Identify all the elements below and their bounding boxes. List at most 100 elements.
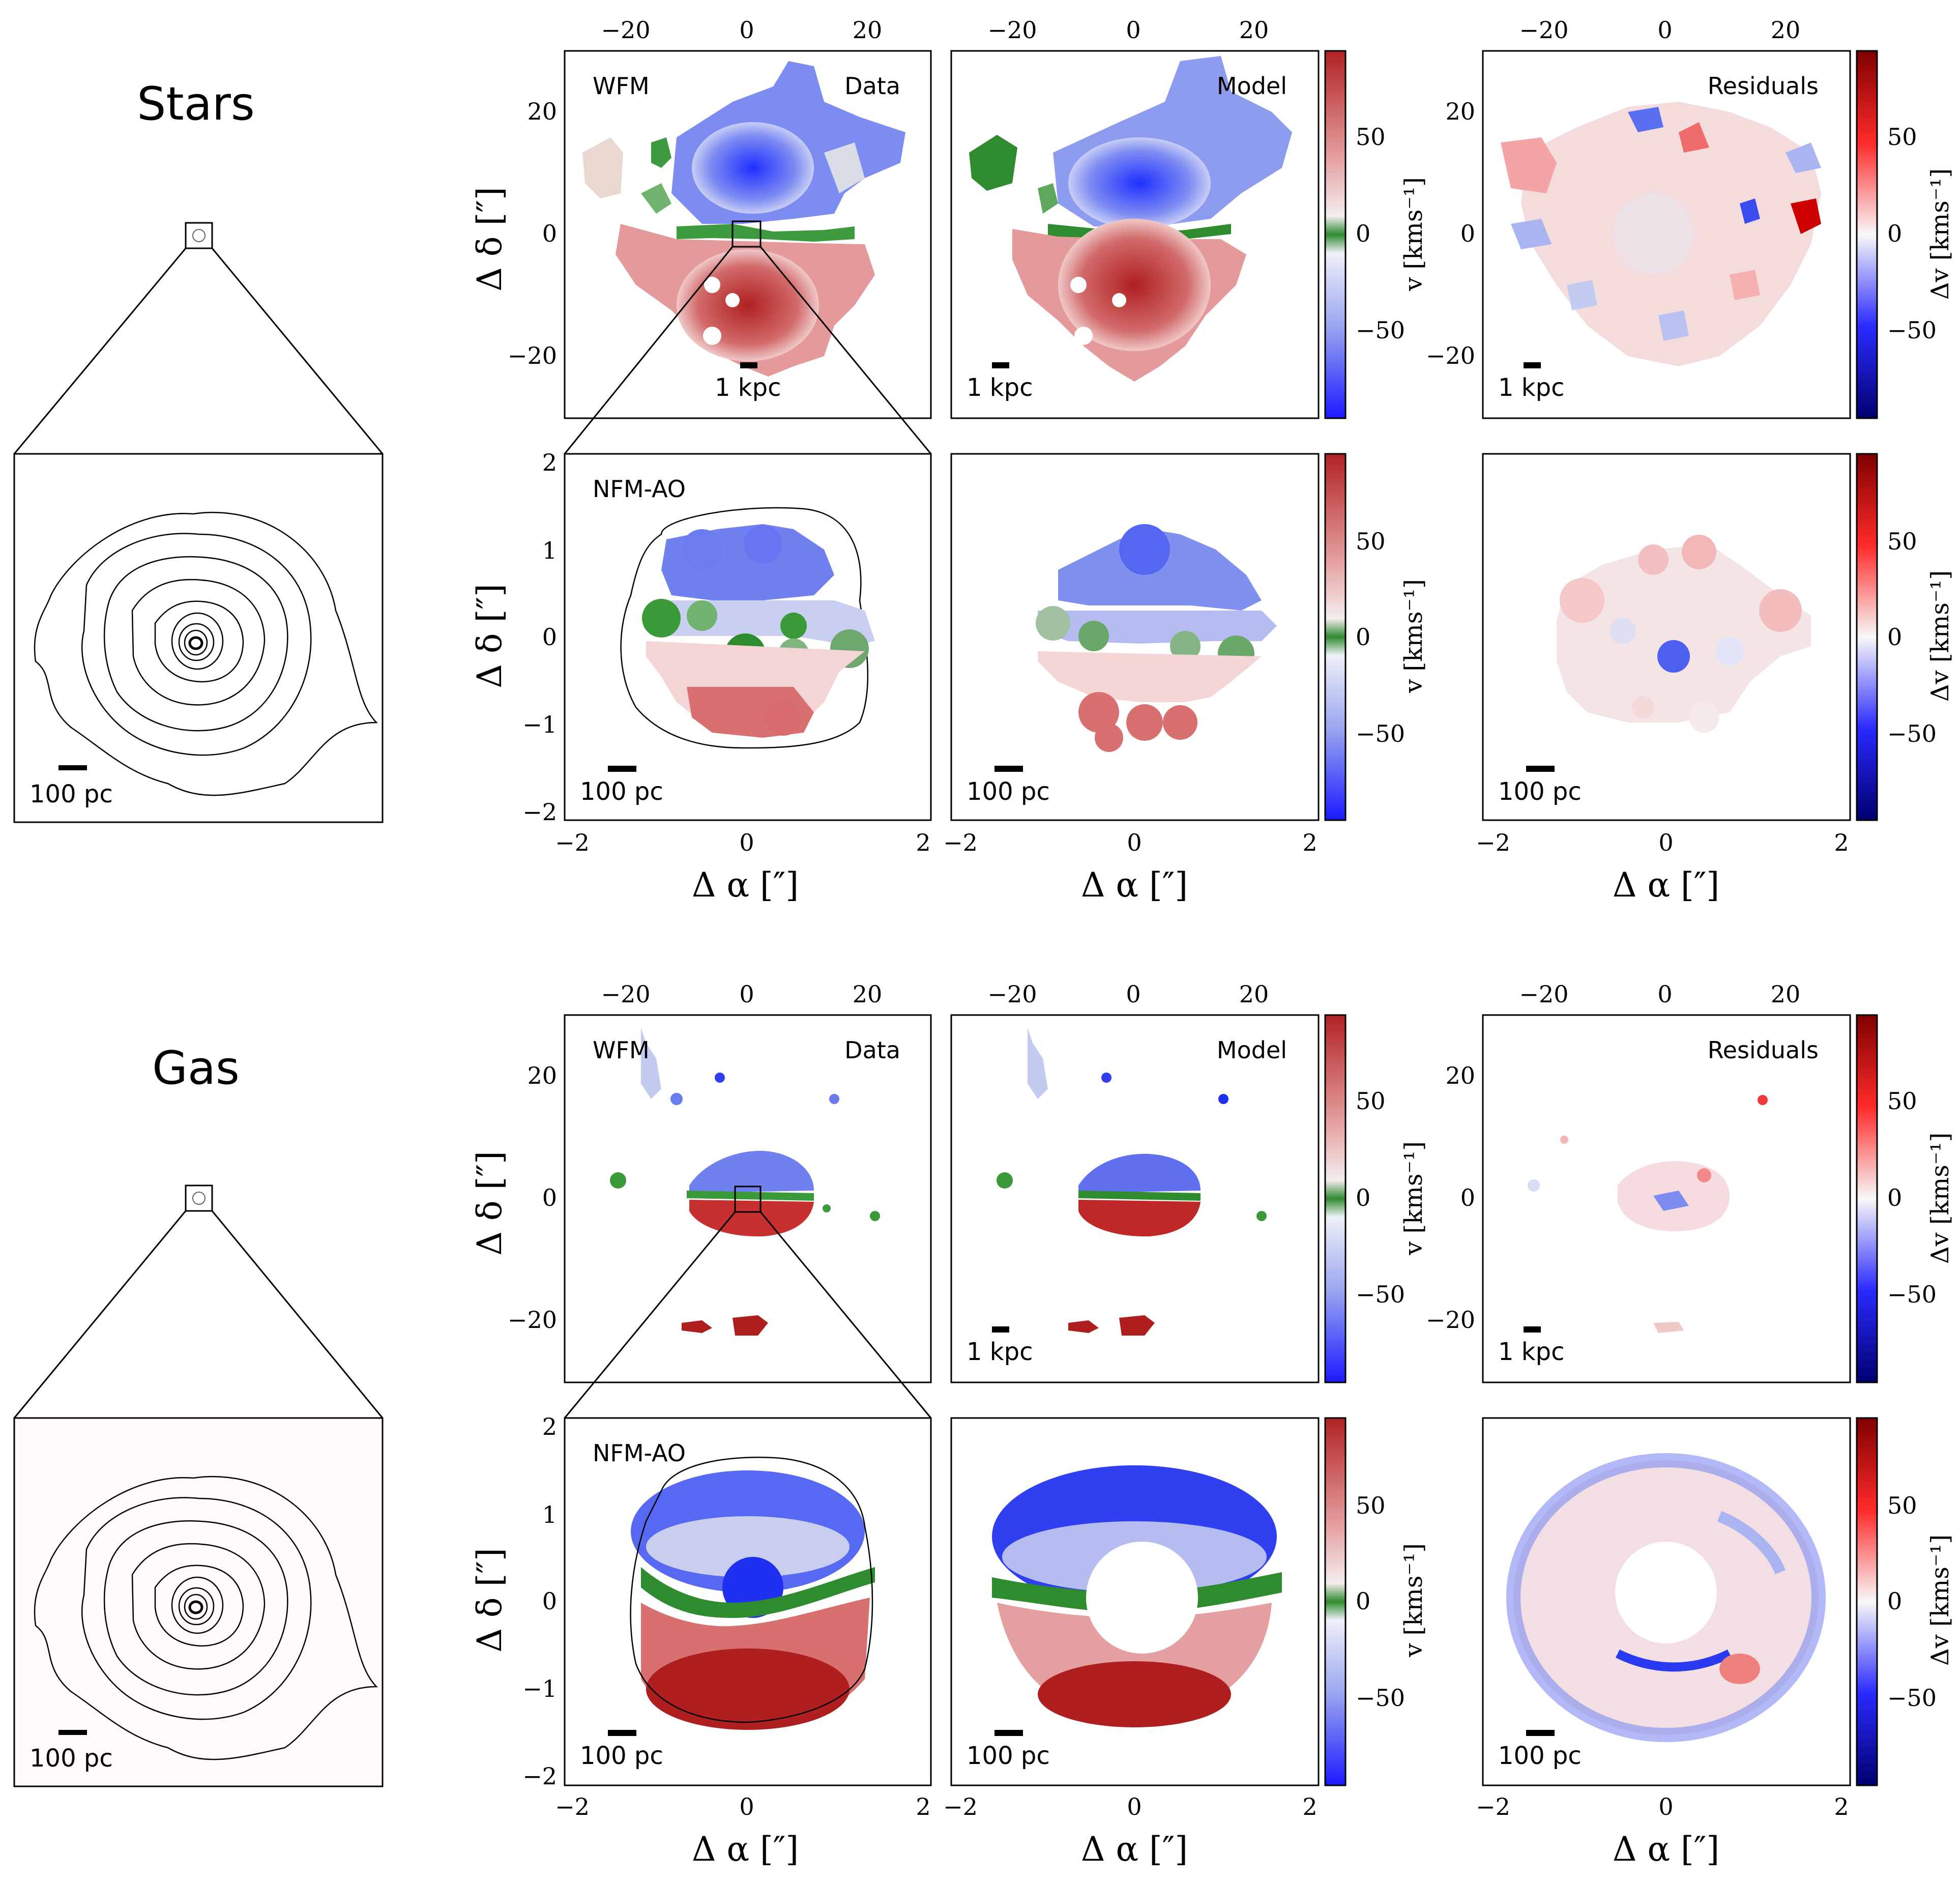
panel-label-model: Model [1217, 1036, 1287, 1064]
contour-panel: 100 pc [13, 1417, 384, 1787]
svg-text:0: 0 [542, 623, 557, 651]
svg-text:−50: −50 [1356, 720, 1405, 747]
svg-text:0: 0 [1356, 1587, 1370, 1615]
scalebar [608, 766, 636, 772]
y-axis-label: Δ δ [″] [470, 584, 509, 688]
svg-text:−2: −2 [522, 1762, 557, 1790]
residual-colorbar: 50 0 −50 Δv [kms⁻¹] [1856, 50, 1954, 419]
velocity-colorbar: 50 0 −50 v [kms⁻¹] [1324, 1417, 1428, 1786]
wfm-data-panel: WFM Data [564, 1014, 932, 1419]
svg-text:−2: −2 [943, 829, 978, 856]
svg-text:50: 50 [1887, 528, 1917, 555]
svg-text:v [kms⁻¹]: v [kms⁻¹] [1399, 579, 1428, 693]
residual-colorbar: 50 0 −50 Δv [kms⁻¹] [1856, 453, 1954, 821]
scalebar [1526, 766, 1555, 772]
panel-label-model: Model [1217, 72, 1287, 100]
svg-text:−20: −20 [601, 16, 650, 44]
scalebar [58, 1730, 87, 1735]
scalebar [1526, 1730, 1555, 1736]
scalebar [992, 362, 1009, 368]
nfm-bottom-ticks: −2 0 2 −2 0 2 −2 0 2 [555, 1793, 1849, 1820]
nfm-left-ticks: 2 1 0 −1 −2 [522, 1413, 557, 1790]
contour-panel: 100 pc [13, 453, 384, 823]
y-axis-label: Δ δ [″] [470, 1151, 509, 1256]
gas-section: Gas 100 pc [13, 980, 1954, 1869]
svg-text:−20: −20 [987, 16, 1037, 44]
svg-text:0: 0 [1127, 829, 1142, 856]
residual-colorbar: 50 0 −50 Δv [kms⁻¹] [1856, 1014, 1954, 1383]
scalebar [608, 1730, 636, 1736]
scalebar [1524, 1326, 1541, 1333]
colorbar-tick: −50 [1887, 316, 1937, 344]
svg-text:−50: −50 [1356, 1281, 1405, 1308]
colorbar-label: Δv [kms⁻¹] [1926, 168, 1954, 300]
zoom-line-left [13, 248, 187, 454]
scalebar-label: 1 kpc [715, 373, 781, 402]
svg-text:2: 2 [1834, 1793, 1849, 1820]
svg-text:v [kms⁻¹]: v [kms⁻¹] [1399, 1543, 1428, 1658]
x-axis-label: Δ α [″] [1613, 865, 1719, 905]
scalebar-label: 1 kpc [967, 1338, 1033, 1366]
svg-text:−2: −2 [555, 829, 590, 856]
svg-text:0: 0 [739, 980, 754, 1008]
svg-text:50: 50 [1887, 1087, 1917, 1115]
svg-text:50: 50 [1887, 1492, 1917, 1519]
svg-text:20: 20 [527, 1062, 557, 1089]
svg-text:−50: −50 [1887, 1684, 1937, 1712]
svg-text:0: 0 [1887, 1184, 1902, 1211]
zoom-line-right [211, 1210, 384, 1419]
scalebar [1524, 362, 1541, 368]
scalebar-label: 100 pc [30, 780, 113, 808]
svg-text:2: 2 [542, 1413, 557, 1440]
svg-text:20: 20 [853, 980, 883, 1008]
svg-text:−1: −1 [522, 711, 557, 738]
svg-text:−20: −20 [1426, 1306, 1475, 1334]
wfm-residuals-panel: Residuals 1 kpc [1482, 50, 1851, 419]
scalebar [992, 1326, 1009, 1333]
stars-section: Stars 100 pc [13, 16, 1954, 905]
svg-text:50: 50 [1356, 528, 1386, 555]
svg-text:0: 0 [739, 1793, 754, 1820]
nfm-residuals-panel: 100 pc [1482, 453, 1851, 821]
svg-text:50: 50 [1356, 1492, 1386, 1519]
preview-thumbnail [192, 229, 206, 242]
svg-text:−20: −20 [1519, 16, 1568, 44]
svg-text:Δv [kms⁻¹]: Δv [kms⁻¹] [1926, 1535, 1954, 1666]
svg-text:−50: −50 [1356, 1684, 1405, 1712]
colorbar-tick: 50 [1356, 123, 1386, 151]
svg-text:20: 20 [527, 98, 557, 125]
svg-text:20: 20 [1239, 16, 1269, 44]
colorbar-tick: 50 [1887, 123, 1917, 151]
svg-text:Δv [kms⁻¹]: Δv [kms⁻¹] [1926, 570, 1954, 702]
svg-text:0: 0 [739, 16, 754, 44]
nfm-model-panel: 100 pc [950, 1417, 1320, 1786]
svg-text:−20: −20 [1519, 980, 1568, 1008]
wfm-model-panel: Model 1 kpc [950, 50, 1320, 419]
scalebar-label: 1 kpc [1498, 1338, 1564, 1366]
wfm-data-panel: WFM Data 1 kpc [564, 50, 932, 454]
panel-label-data: Data [844, 72, 900, 100]
svg-text:−2: −2 [1476, 829, 1510, 856]
svg-text:0: 0 [1657, 16, 1672, 44]
svg-text:0: 0 [1126, 16, 1140, 44]
colorbar-tick: 0 [1887, 220, 1902, 247]
scalebar [58, 765, 87, 770]
wfm-residuals-panel: Residuals 1 kpc [1482, 1014, 1851, 1383]
svg-text:0: 0 [1658, 1793, 1673, 1820]
svg-text:2: 2 [916, 1793, 930, 1820]
svg-text:−20: −20 [601, 980, 650, 1008]
scalebar-label: 100 pc [1498, 1742, 1582, 1770]
section-title: Gas [152, 1041, 240, 1095]
svg-text:0: 0 [1356, 623, 1370, 651]
x-axis-label: Δ α [″] [692, 1830, 799, 1869]
preview-box [185, 1184, 213, 1212]
svg-text:20: 20 [1771, 980, 1801, 1008]
panel-label-residuals: Residuals [1708, 72, 1819, 100]
svg-text:0: 0 [1887, 1587, 1902, 1615]
scalebar [740, 362, 757, 368]
instrument-label: NFM-AO [593, 475, 686, 503]
svg-text:−2: −2 [522, 798, 557, 826]
svg-text:−50: −50 [1887, 1281, 1937, 1308]
scalebar-label: 100 pc [967, 1742, 1050, 1770]
